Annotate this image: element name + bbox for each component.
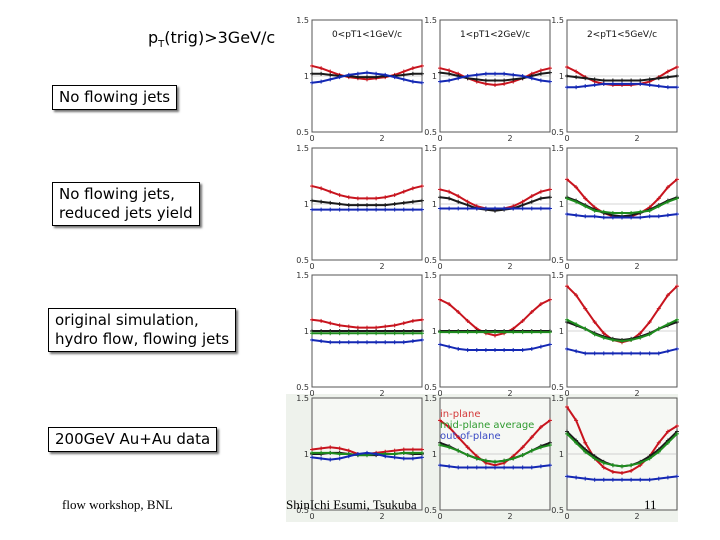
y-tick-label: 1 <box>304 200 309 209</box>
page-title: pT(trig)>3GeV/c <box>148 28 276 51</box>
y-tick-label: 0.5 <box>551 506 564 515</box>
y-tick-label: 0.5 <box>296 383 309 392</box>
x-tick-label: 0 <box>564 512 569 521</box>
column-header: 1<pT1<2GeV/c <box>460 30 530 40</box>
x-tick-label: 2 <box>635 389 640 398</box>
y-tick-label: 1 <box>304 72 309 81</box>
x-tick-label: 2 <box>635 512 640 521</box>
x-tick-label: 0 <box>309 134 314 143</box>
y-tick-label: 0.5 <box>551 128 564 137</box>
x-tick-label: 2 <box>508 512 513 521</box>
y-tick-label: 1.5 <box>296 16 309 25</box>
x-tick-label: 0 <box>309 262 314 271</box>
y-tick-label: 1 <box>559 327 564 336</box>
y-tick-label: 0.5 <box>296 256 309 265</box>
x-tick-label: 2 <box>380 389 385 398</box>
x-tick-label: 2 <box>380 512 385 521</box>
y-tick-label: 1.5 <box>296 271 309 280</box>
y-tick-label: 1.5 <box>296 394 309 403</box>
y-tick-label: 1.5 <box>424 394 437 403</box>
row-label-data: 200GeV Au+Au data <box>48 427 218 452</box>
y-tick-label: 0.5 <box>424 256 437 265</box>
y-tick-label: 0.5 <box>296 506 309 515</box>
y-tick-label: 1 <box>432 72 437 81</box>
x-tick-label: 0 <box>309 389 314 398</box>
x-tick-label: 2 <box>508 262 513 271</box>
x-tick-label: 0 <box>437 134 442 143</box>
legend-in-plane: in-plane <box>440 409 481 420</box>
x-tick-label: 2 <box>635 134 640 143</box>
y-tick-label: 0.5 <box>551 383 564 392</box>
x-tick-label: 0 <box>564 389 569 398</box>
page-number: 11 <box>644 497 657 512</box>
y-tick-label: 1.5 <box>551 271 564 280</box>
row-label-original-simulation: original simulation, hydro flow, flowing… <box>48 308 237 352</box>
y-tick-label: 0.5 <box>296 128 309 137</box>
y-tick-label: 1 <box>559 200 564 209</box>
x-tick-label: 0 <box>564 262 569 271</box>
y-tick-label: 1.5 <box>551 144 564 153</box>
y-tick-label: 0.5 <box>424 128 437 137</box>
x-tick-label: 0 <box>309 512 314 521</box>
legend: in-plane mid-plane average out-of-plane <box>440 409 534 442</box>
x-tick-label: 0 <box>564 134 569 143</box>
x-tick-label: 2 <box>635 262 640 271</box>
y-tick-label: 1 <box>432 200 437 209</box>
y-tick-label: 1.5 <box>424 16 437 25</box>
column-header: 0<pT1<1GeV/c <box>332 30 402 40</box>
y-tick-label: 1 <box>559 72 564 81</box>
x-tick-label: 2 <box>508 389 513 398</box>
y-tick-label: 1.5 <box>551 16 564 25</box>
column-header: 2<pT1<5GeV/c <box>587 30 657 40</box>
footer-workshop: flow workshop, BNL <box>62 497 173 512</box>
y-tick-label: 1 <box>432 450 437 459</box>
x-tick-label: 2 <box>380 134 385 143</box>
y-tick-label: 1.5 <box>296 144 309 153</box>
y-tick-label: 1 <box>559 450 564 459</box>
x-tick-label: 0 <box>437 262 442 271</box>
footer-author: ShinIchi Esumi, Tsukuba <box>286 497 417 512</box>
legend-out-plane: out-of-plane <box>440 431 501 442</box>
x-tick-label: 0 <box>437 389 442 398</box>
row-label-reduced-yield: No flowing jets, reduced jets yield <box>52 182 200 226</box>
y-tick-label: 1 <box>432 327 437 336</box>
y-tick-label: 1.5 <box>551 394 564 403</box>
y-tick-label: 1 <box>304 327 309 336</box>
x-tick-label: 2 <box>380 262 385 271</box>
x-tick-label: 0 <box>437 512 442 521</box>
y-tick-label: 1.5 <box>424 271 437 280</box>
y-tick-label: 0.5 <box>424 506 437 515</box>
y-tick-label: 0.5 <box>551 256 564 265</box>
y-tick-label: 0.5 <box>424 383 437 392</box>
y-tick-label: 1 <box>304 450 309 459</box>
x-tick-label: 2 <box>508 134 513 143</box>
row-label-no-flowing-jets: No flowing jets <box>52 85 178 110</box>
legend-mid-plane: mid-plane average <box>440 420 535 431</box>
y-tick-label: 1.5 <box>424 144 437 153</box>
